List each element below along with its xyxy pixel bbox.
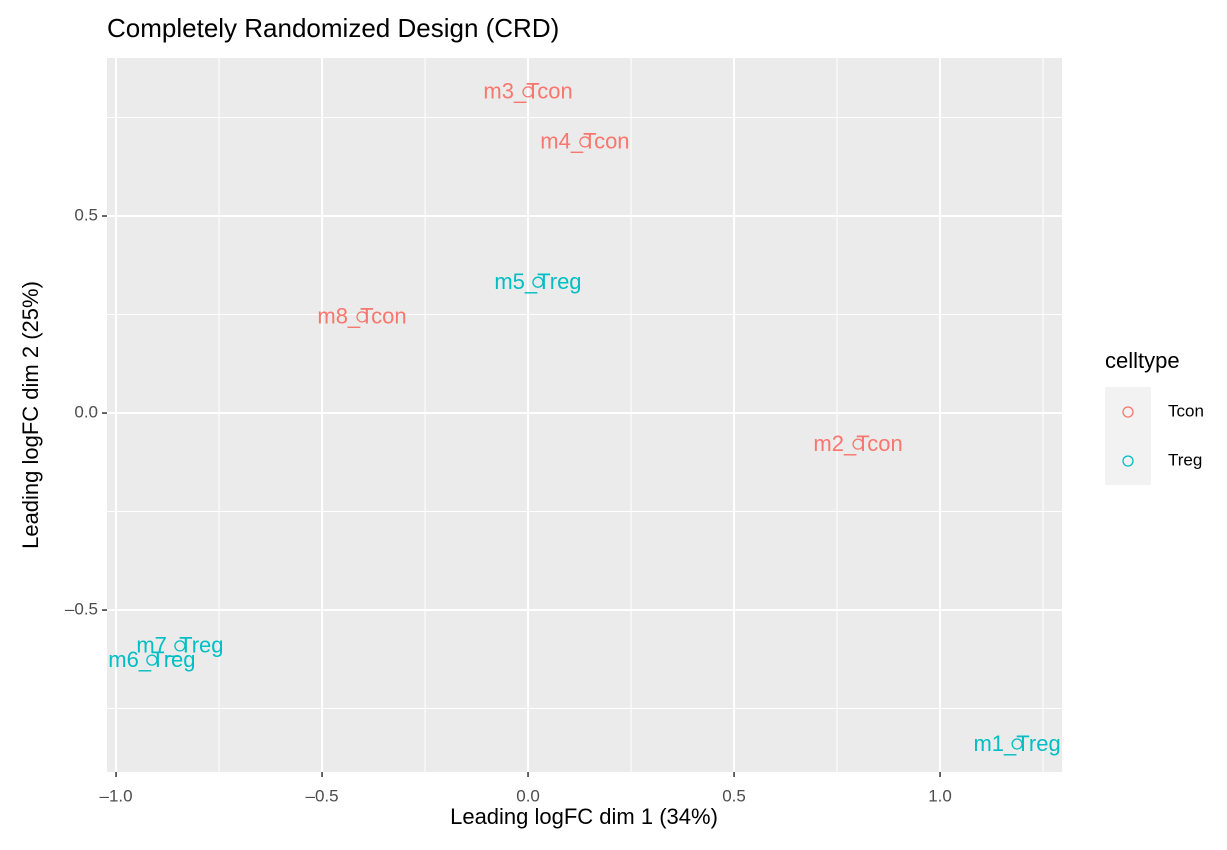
x-axis-label: Leading logFC dim 1 (34%) [450, 804, 718, 829]
point [579, 136, 591, 148]
legend-key-area [1105, 387, 1151, 485]
y-tick-label: 0.5 [74, 205, 98, 224]
axes: –1.0 –0.5 0.0 0.5 1.0 –0.5 0.0 0.5 [65, 205, 952, 805]
x-tick-label: –1.0 [100, 786, 133, 805]
point-label: m5_Treg [494, 269, 581, 294]
y-axis-label: Leading logFC dim 2 (25%) [18, 281, 43, 549]
point [174, 640, 186, 652]
point [356, 311, 368, 323]
point-label: m8_Tcon [317, 304, 406, 329]
x-tick-label: 0.5 [722, 786, 746, 805]
y-tick-label: –0.5 [65, 600, 98, 619]
legend-label: Tcon [1168, 401, 1204, 420]
point-label: m1_Treg [973, 731, 1060, 756]
point [146, 654, 158, 666]
x-tick-label: 1.0 [928, 786, 952, 805]
panel [107, 58, 1062, 772]
x-tick-label: –0.5 [306, 786, 339, 805]
point-label: m2_Tcon [813, 431, 902, 456]
legend-label: Treg [1168, 450, 1202, 469]
point [532, 276, 544, 288]
x-tick-label: 0.0 [516, 786, 540, 805]
point [1011, 738, 1023, 750]
legend: celltype Tcon Treg [1105, 348, 1204, 485]
point-label: m3_Tcon [483, 79, 572, 104]
legend-title: celltype [1105, 348, 1180, 373]
y-tick-label: 0.0 [74, 403, 98, 422]
point-label: m4_Tcon [540, 129, 629, 154]
point [522, 86, 534, 98]
point-label: m7_Treg [136, 633, 223, 658]
points: m2_Tcon m3_Tcon m4_Tcon m8_Tcon m1_Treg m5_Tr… [108, 79, 1060, 756]
grid [107, 58, 1062, 772]
legend-key [1122, 455, 1134, 467]
chart-title: Completely Randomized Design (CRD) [107, 13, 559, 43]
legend-key [1122, 406, 1134, 418]
point [852, 438, 864, 450]
